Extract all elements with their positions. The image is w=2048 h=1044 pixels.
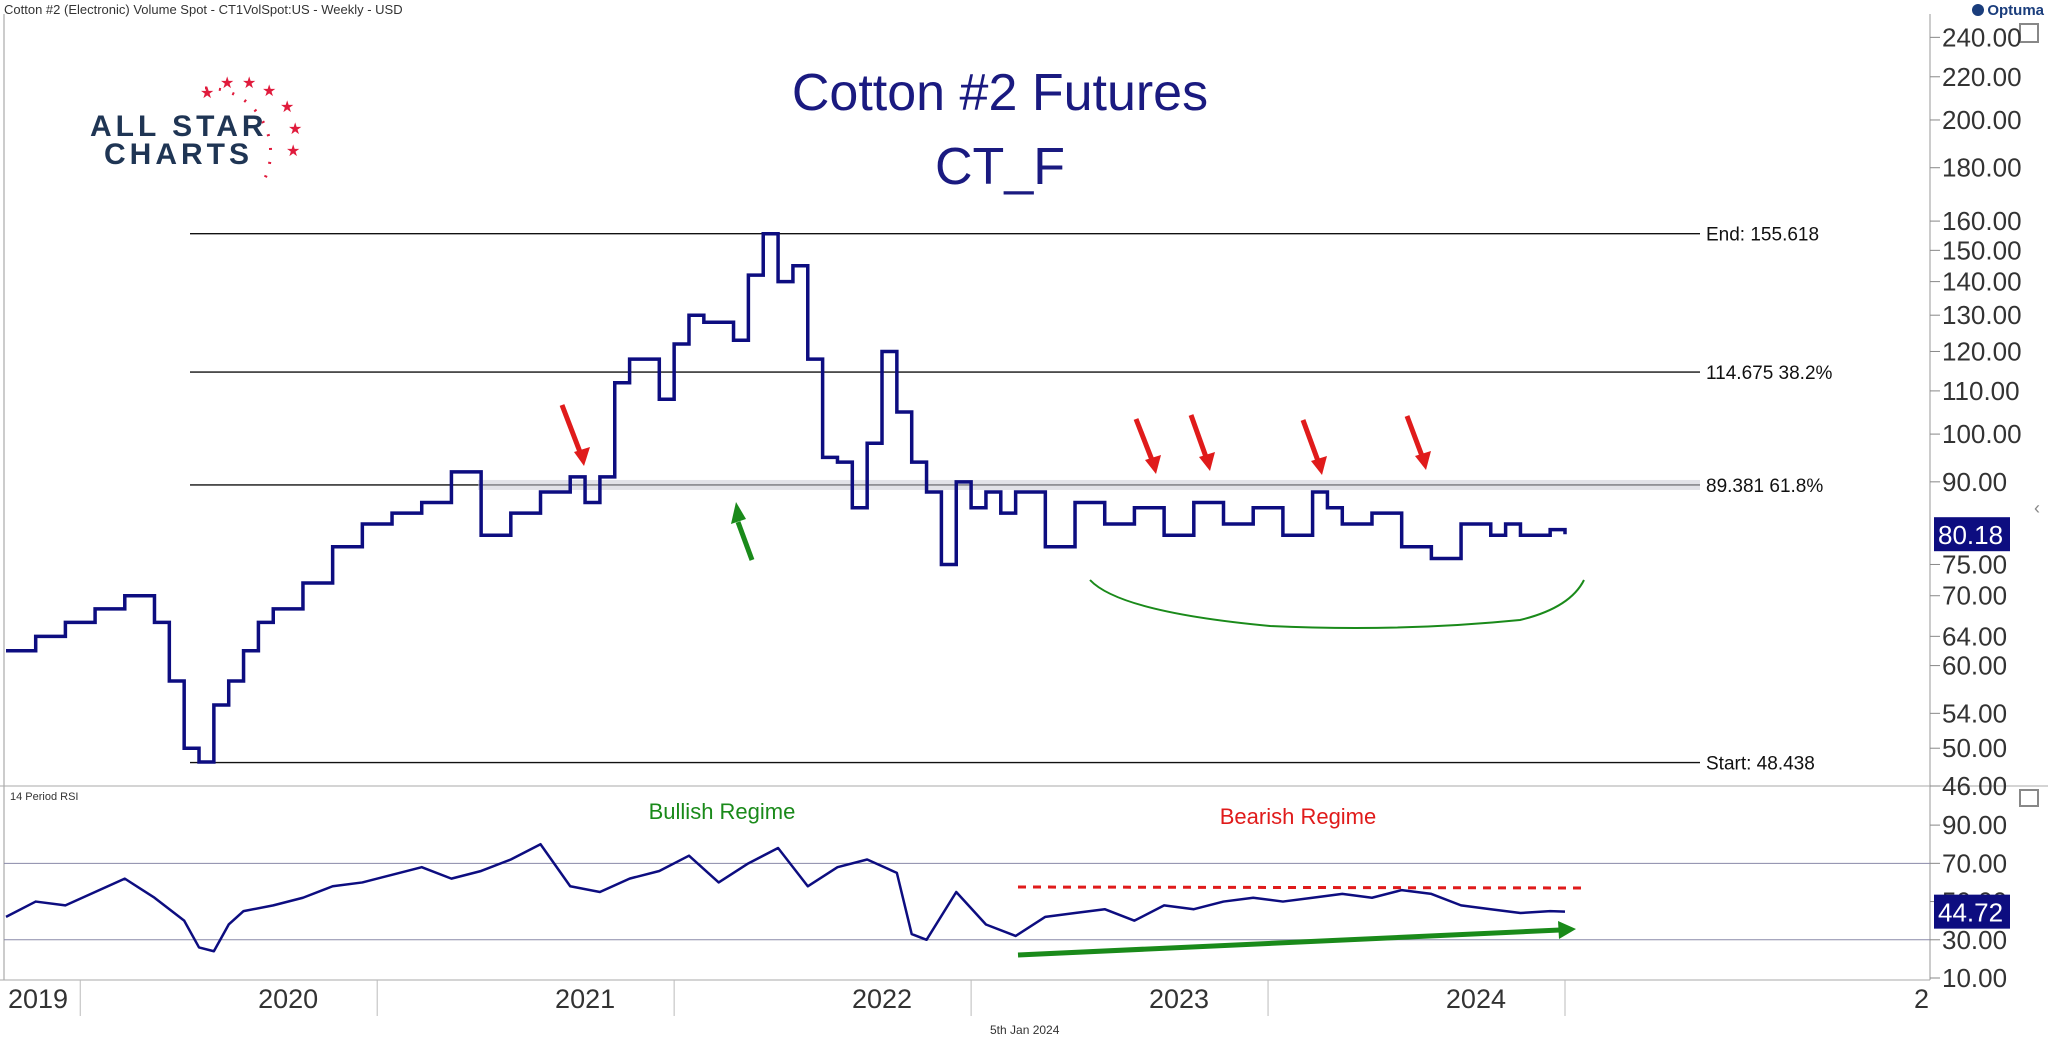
red-arrow-4: [1300, 419, 1321, 462]
price-ytick-label: 90.00: [1942, 467, 2007, 497]
logo-star-3: ★: [242, 75, 256, 92]
rsi-series-line: [5, 842, 1566, 953]
price-ytick-label: 46.00: [1942, 771, 2007, 801]
footer-date: 5th Jan 2024: [990, 1023, 1060, 1037]
logo-line1: ALL STAR: [90, 110, 268, 143]
fib-level-label: End: 155.618: [1706, 225, 1819, 246]
price-ytick-label: 150.00: [1942, 235, 2022, 265]
fib-level-label: 114.675 38.2%: [1706, 363, 1833, 384]
rsi-ytick-label: 90.00: [1942, 810, 2007, 840]
lock-icon-top[interactable]: [2019, 23, 2039, 43]
red-arrow-2-head: [1145, 455, 1161, 474]
logo-line2: CHARTS: [104, 138, 253, 171]
price-ytick-label: 140.00: [1942, 267, 2022, 297]
price-last-value: 80.18: [1938, 520, 2003, 550]
xaxis-year-label: 2022: [852, 984, 912, 1014]
rsi-divergence-arrow: [1017, 927, 1561, 958]
green-arrow-head: [731, 502, 746, 524]
price-ytick-label: 60.00: [1942, 651, 2007, 681]
rsi-ytick-label: 10.00: [1942, 963, 2007, 993]
logo-star-2: ★: [220, 75, 234, 92]
fib-level-label: Start: 48.438: [1706, 754, 1815, 775]
red-arrow-2: [1133, 418, 1155, 461]
brand-logo: Optuma: [1972, 2, 2044, 19]
rsi-last-badge: [1934, 894, 2010, 929]
logo-star-1: ★: [200, 85, 214, 102]
xaxis-year-label: 2024: [1446, 984, 1506, 1014]
chart-title: Cotton #2 Futures: [792, 64, 1208, 122]
xaxis-year-label: 2021: [555, 984, 615, 1014]
red-arrow-4-head: [1311, 456, 1327, 475]
fib-618-band: [478, 479, 1700, 490]
price-ytick-label: 54.00: [1942, 698, 2007, 728]
support-arrow: [731, 502, 755, 561]
xaxis-year-label: 2020: [258, 984, 318, 1014]
base-arc: [1089, 579, 1585, 629]
price-ytick-label: 64.00: [1942, 621, 2007, 651]
price-ytick-label: 70.00: [1942, 581, 2007, 611]
red-arrow-3-head: [1199, 452, 1215, 471]
bullish-regime-label: Bullish Regime: [649, 799, 796, 824]
price-ytick-label: 110.00: [1942, 376, 2020, 406]
price-ytick-label: 240.00: [1942, 22, 2022, 52]
brand-name: Optuma: [1987, 2, 2044, 19]
chart-header-title: Cotton #2 (Electronic) Volume Spot - CT1…: [4, 2, 403, 17]
rsi-divergence-arrow-head: [1558, 921, 1576, 939]
price-series-line: [6, 231, 1567, 764]
logo-star-4: ★: [262, 83, 276, 100]
price-ytick-label: 180.00: [1942, 153, 2022, 183]
price-ytick-label: 220.00: [1942, 62, 2022, 92]
price-ytick-label: 120.00: [1942, 336, 2022, 366]
rsi-panel-label: 14 Period RSI: [10, 791, 78, 803]
logo-star-7: ★: [286, 143, 300, 160]
rsi-last-value: 44.72: [1938, 898, 2003, 928]
resistance-arrows: [559, 404, 1431, 475]
xaxis-year-label: 2019: [8, 984, 68, 1014]
fib-level-label: 89.381 61.8%: [1706, 476, 1823, 497]
logo-star-5: ★: [280, 99, 294, 116]
rsi-ytick-label: 70.00: [1942, 848, 2007, 878]
chart-subtitle: CT_F: [935, 138, 1065, 196]
price-ytick-label: 130.00: [1942, 300, 2022, 330]
xaxis-year-label: 2: [1914, 984, 1929, 1014]
optuma-logo-icon: [1972, 4, 1985, 16]
price-ytick-label: 160.00: [1942, 206, 2022, 236]
price-ytick-label: 75.00: [1942, 549, 2007, 579]
logo-star-6: ★: [288, 121, 302, 138]
red-arrow-3: [1188, 414, 1209, 458]
all-star-charts-logo: ALL STAR CHARTS ★ ★ ★ ★ ★ ★ ★: [90, 75, 302, 185]
rsi-resistance-line: [1017, 885, 1585, 890]
rsi-ytick-label: 30.00: [1942, 925, 2007, 955]
red-arrow-1-head: [574, 447, 590, 466]
bearish-regime-label: Bearish Regime: [1220, 804, 1377, 829]
price-ytick-label: 100.00: [1942, 419, 2022, 449]
red-arrow-1: [559, 404, 583, 453]
price-ytick-label: 50.00: [1942, 733, 2007, 763]
red-arrow-5-head: [1415, 451, 1431, 470]
collapse-arrow-icon[interactable]: ‹: [2034, 498, 2040, 518]
red-arrow-5: [1404, 415, 1425, 457]
xaxis-year-label: 2023: [1149, 984, 1209, 1014]
price-last-badge: [1934, 517, 2010, 552]
green-arrow: [735, 521, 755, 561]
lock-icon-rsi[interactable]: [2019, 789, 2039, 807]
price-ytick-label: 200.00: [1942, 105, 2022, 135]
